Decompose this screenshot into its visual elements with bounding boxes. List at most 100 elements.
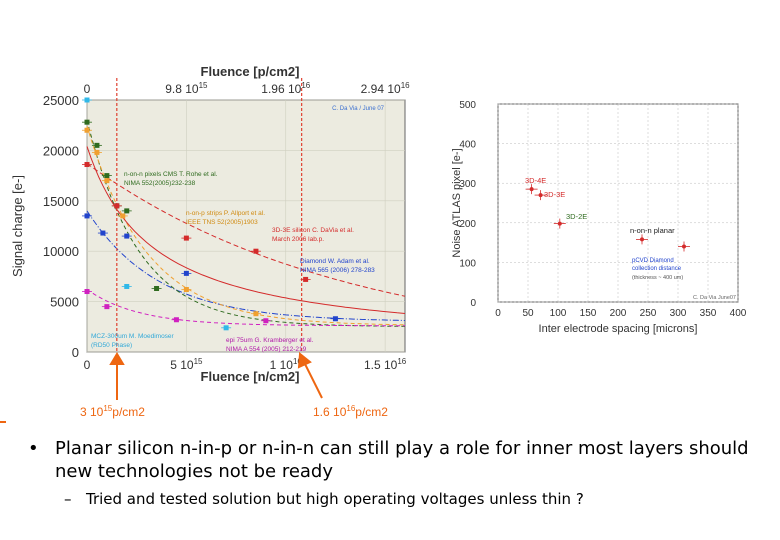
right-point-pcvd-diamond [682, 244, 686, 249]
right-point-n-on-n-planar [640, 237, 644, 242]
noise-vs-spacing-chart: 0 100 200 300 400 500 0 50 100 150 200 250 300 350 40… [451, 100, 747, 335]
fit-curve-solid [86, 146, 406, 314]
left-watermark: C. Da Via / June 07 [332, 106, 385, 112]
arrow-1p6e16-shaft [303, 361, 323, 399]
annotation-diamond-line1: Diamond W. Adam et al. [300, 258, 370, 265]
point-diamond-w [100, 230, 106, 236]
annotation-epi: epi 75um G. Kramberger et al. NIMA A 554… [226, 337, 315, 353]
point-n-on-n-pixels [94, 142, 100, 148]
label-n-on-n-planar: n-on-n planar [630, 226, 675, 235]
right-x-tick-label: 400 [730, 308, 747, 319]
right-point-labels: 3D-4E 3D-3E 3D-2E n-on-n planar pCVD Dia… [525, 176, 683, 281]
right-x-tick-label: 300 [670, 308, 687, 319]
left-x-tick-labels-top: 0 9.8 1015 1.96 1016 2.94 1016 [84, 81, 410, 96]
left-x-top-tick-label: 2.94 1016 [361, 81, 410, 96]
annotation-diamond: Diamond W. Adam et al. NIMA 565 (2006) 2… [300, 258, 375, 274]
point-n-on-p-strips [84, 127, 90, 133]
point-3d-3e-silicon [114, 203, 120, 209]
left-vertical-markers [116, 78, 303, 352]
annotation-epi-line2: NIMA A 554 (2005) 212-219 [226, 346, 307, 353]
point-epi-75um [84, 289, 90, 295]
point-n-on-n-pixels [84, 119, 90, 125]
point-mcz-300um-m [223, 325, 229, 331]
bullet-list: • Planar silicon n-in-p or n-in-n can st… [28, 437, 768, 509]
point-n-on-p-strips [104, 178, 110, 184]
annotation-diamond-line2: NIMA 565 (2006) 278-283 [300, 267, 375, 274]
right-y-tick-label: 100 [459, 258, 476, 269]
point-n-on-n-pixels [104, 173, 110, 179]
annotation-allport-line1: n-on-p strips P. Allport et al. [186, 210, 265, 217]
fit-curve-dashed [86, 289, 405, 327]
annotation-cms-line1: n-on-n pixels CMS T. Rohe et al. [124, 171, 218, 178]
left-fit-curves [86, 120, 406, 327]
label-3d-3e: 3D-3E [544, 190, 565, 199]
annotation-3d-silicon: 3D-3E silicon C. DaVia et al. March 2006… [272, 227, 356, 243]
left-annotations: n-on-n pixels CMS T. Rohe et al. NIMA 55… [91, 171, 375, 353]
point-diamond-w [124, 233, 130, 239]
point-n-on-p-strips [183, 287, 189, 293]
left-top-axis-title: Fluence [p/cm2] [201, 64, 300, 79]
left-x-top-tick-label: 0 [84, 82, 91, 96]
annotation-3d-line2: March 2006 lab.p. [272, 236, 324, 243]
point-n-on-n-pixels [154, 285, 160, 291]
right-y-axis-title: Noise ATLAS pixel [e-] [451, 148, 463, 257]
annotation-mcz: MCZ-300um M. Moedimoser (RD50 Phase) [91, 333, 176, 349]
left-x-top-tick-label: 1.96 1016 [261, 81, 310, 96]
point-n-on-p-strips [253, 311, 259, 317]
point-epi-75um [263, 318, 269, 324]
right-y-tick-label: 200 [459, 219, 476, 230]
point-n-on-p-strips [120, 213, 126, 219]
point-3d-3e-silicon [303, 276, 309, 282]
arrow-3e15-head [109, 352, 125, 365]
point-diamond-w [183, 270, 189, 276]
right-y-tick-labels: 0 100 200 300 400 500 [459, 100, 476, 309]
annotation-epi-line1: epi 75um G. Kramberger et al. [226, 337, 314, 344]
point-mcz-300um-m [124, 283, 130, 289]
point-3d-3e-silicon [84, 162, 90, 168]
sub-bullet-item: – Tried and tested solution but high ope… [28, 489, 768, 509]
label-pcvd-diamond: pCVD Diamond collection distance (thickn… [632, 258, 683, 281]
bullet-text: Planar silicon n-in-p or n-in-n can stil… [55, 438, 749, 482]
left-marker-labels: 3 1015p/cm2 1.6 1016p/cm2 [80, 404, 388, 419]
right-y-tick-label: 0 [470, 298, 476, 309]
point-mcz-300um-m [84, 97, 90, 103]
point-n-on-n-pixels [124, 208, 130, 214]
right-x-tick-label: 150 [580, 308, 597, 319]
right-x-tick-label: 50 [522, 308, 534, 319]
right-watermark: C. Da Via June07 [693, 295, 736, 301]
left-plot-area [86, 99, 406, 353]
right-y-tick-label: 300 [459, 179, 476, 190]
point-epi-75um [104, 304, 110, 310]
right-point-3d-4e [529, 187, 534, 192]
left-y-tick-label: 15000 [43, 194, 79, 209]
left-y-tick-label: 5000 [50, 295, 79, 310]
fit-curve-dashdot [86, 210, 406, 321]
fit-curve-dashed [86, 163, 406, 297]
right-x-tick-label: 350 [700, 308, 717, 319]
point-3d-3e-silicon [183, 235, 189, 241]
left-y-axis-title: Signal charge [e-] [10, 175, 25, 277]
right-y-tick-label: 500 [459, 100, 476, 111]
right-gridlines [497, 103, 739, 303]
point-n-on-p-strips [94, 149, 100, 155]
right-point-3d-2e [557, 221, 562, 226]
left-marker-arrows [109, 352, 323, 400]
annotation-cms-line2: NIMA 552(2005)232-238 [124, 180, 196, 187]
right-data-points [525, 184, 690, 252]
fit-curve-dashed [86, 120, 406, 327]
label-3d-4e: 3D-4E [525, 176, 546, 185]
right-x-tick-label: 0 [495, 308, 501, 319]
point-3d-3e-silicon [253, 248, 259, 254]
sub-bullet-dash-icon: – [64, 490, 72, 508]
marker-label-3e15: 3 1015p/cm2 [80, 404, 145, 419]
left-x-top-tick-label: 9.8 1015 [165, 81, 208, 96]
arrow-1p6e16-head [297, 352, 312, 369]
left-y-tick-label: 0 [72, 345, 79, 360]
left-x-tick-labels-bottom: 0 5 1015 1 1016 1.5 1016 [84, 357, 407, 372]
bullet-dot-icon: • [28, 438, 39, 459]
annotation-mcz-line2: (RD50 Phase) [91, 342, 132, 349]
point-diamond-w [84, 213, 90, 219]
annotation-allport-strips: n-on-p strips P. Allport et al. IEEE TNS… [186, 210, 267, 226]
left-y-tick-label: 20000 [43, 143, 79, 158]
